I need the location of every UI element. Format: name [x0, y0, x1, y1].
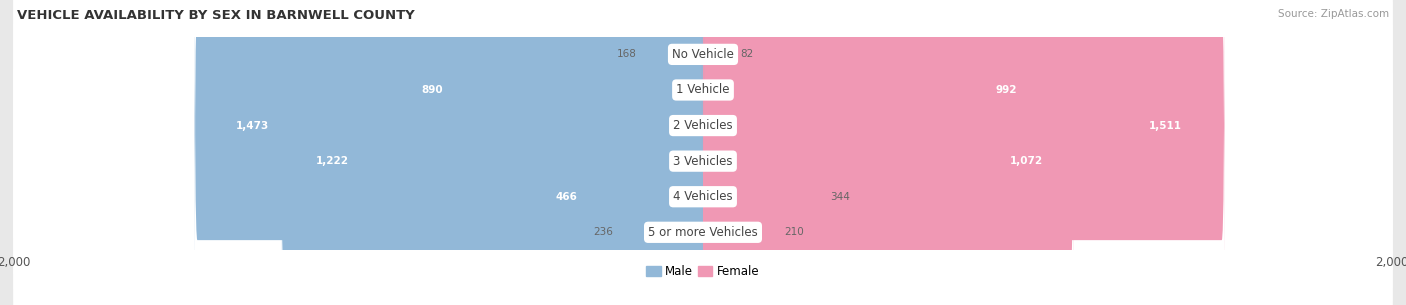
FancyBboxPatch shape — [13, 0, 1393, 305]
Text: 344: 344 — [830, 192, 851, 202]
Legend: Male, Female: Male, Female — [641, 260, 765, 283]
Text: 5 or more Vehicles: 5 or more Vehicles — [648, 226, 758, 239]
Text: 1,511: 1,511 — [1149, 120, 1182, 131]
FancyBboxPatch shape — [541, 27, 704, 305]
Text: 890: 890 — [420, 85, 443, 95]
FancyBboxPatch shape — [702, 0, 733, 224]
Text: 1,473: 1,473 — [236, 120, 270, 131]
FancyBboxPatch shape — [13, 0, 1393, 305]
FancyBboxPatch shape — [702, 0, 1073, 305]
FancyBboxPatch shape — [702, 27, 823, 305]
Text: 3 Vehicles: 3 Vehicles — [673, 155, 733, 168]
Text: 992: 992 — [995, 85, 1018, 95]
FancyBboxPatch shape — [702, 62, 776, 305]
Text: VEHICLE AVAILABILITY BY SEX IN BARNWELL COUNTY: VEHICLE AVAILABILITY BY SEX IN BARNWELL … — [17, 9, 415, 22]
Text: No Vehicle: No Vehicle — [672, 48, 734, 61]
Text: 1 Vehicle: 1 Vehicle — [676, 84, 730, 96]
FancyBboxPatch shape — [644, 0, 704, 224]
Text: 82: 82 — [740, 49, 754, 59]
Text: 4 Vehicles: 4 Vehicles — [673, 190, 733, 203]
FancyBboxPatch shape — [13, 0, 1393, 305]
FancyBboxPatch shape — [281, 0, 704, 305]
FancyBboxPatch shape — [13, 0, 1393, 305]
Text: Source: ZipAtlas.com: Source: ZipAtlas.com — [1278, 9, 1389, 19]
Text: 1,072: 1,072 — [1010, 156, 1043, 166]
FancyBboxPatch shape — [13, 0, 1393, 305]
Text: 2 Vehicles: 2 Vehicles — [673, 119, 733, 132]
FancyBboxPatch shape — [702, 0, 1046, 260]
Text: 1,222: 1,222 — [316, 156, 349, 166]
Text: 168: 168 — [617, 49, 637, 59]
Text: 236: 236 — [593, 227, 613, 237]
Text: 466: 466 — [555, 192, 578, 202]
FancyBboxPatch shape — [194, 0, 704, 296]
FancyBboxPatch shape — [395, 0, 704, 260]
FancyBboxPatch shape — [620, 62, 704, 305]
FancyBboxPatch shape — [13, 0, 1393, 305]
FancyBboxPatch shape — [702, 0, 1225, 296]
Text: 210: 210 — [785, 227, 804, 237]
